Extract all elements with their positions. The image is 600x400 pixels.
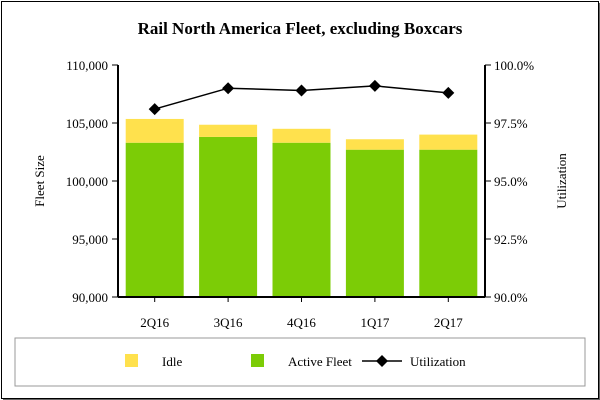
chart-title: Rail North America Fleet, excluding Boxc… bbox=[138, 19, 463, 38]
y-tick-label: 100,000 bbox=[66, 174, 108, 189]
legend-box bbox=[14, 337, 586, 387]
bar-idle-2Q17 bbox=[419, 134, 478, 150]
y2-tick-label: 95.0% bbox=[494, 174, 528, 189]
x-tick-label: 3Q16 bbox=[214, 315, 243, 330]
utilization-point-4Q16 bbox=[295, 84, 308, 97]
y-tick-label: 95,000 bbox=[72, 232, 108, 247]
x-tick-label: 1Q17 bbox=[360, 315, 389, 330]
legend-swatch-idle bbox=[125, 354, 138, 367]
y2-tick-label: 97.5% bbox=[494, 116, 528, 131]
bar-active-3Q16 bbox=[199, 136, 258, 297]
x-tick-label: 2Q17 bbox=[434, 315, 463, 330]
legend-label-idle: Idle bbox=[162, 354, 182, 369]
y-axis-label: Fleet Size bbox=[32, 155, 47, 207]
bar-idle-2Q16 bbox=[125, 118, 184, 143]
utilization-point-1Q17 bbox=[368, 79, 381, 92]
x-tick-label: 4Q16 bbox=[287, 315, 316, 330]
legend-label-utilization: Utilization bbox=[410, 354, 466, 369]
y-tick-label: 90,000 bbox=[72, 290, 108, 305]
y-tick-label: 105,000 bbox=[66, 116, 108, 131]
utilization-point-2Q17 bbox=[442, 86, 455, 99]
bar-idle-1Q17 bbox=[345, 139, 404, 150]
y-tick-label: 110,000 bbox=[66, 58, 108, 73]
y2-axis-label: Utilization bbox=[554, 153, 569, 209]
y2-tick-label: 90.0% bbox=[494, 290, 528, 305]
y2-tick-label: 92.5% bbox=[494, 232, 528, 247]
legend-label-active: Active Fleet bbox=[288, 354, 352, 369]
bar-active-1Q17 bbox=[345, 149, 404, 297]
utilization-point-2Q16 bbox=[148, 103, 161, 116]
bar-active-4Q16 bbox=[272, 142, 331, 297]
legend-marker-utilization bbox=[376, 355, 388, 367]
bar-idle-3Q16 bbox=[199, 124, 258, 137]
bar-active-2Q17 bbox=[419, 149, 478, 297]
y2-tick-label: 100.0% bbox=[494, 58, 534, 73]
x-tick-label: 2Q16 bbox=[140, 315, 169, 330]
bar-active-2Q16 bbox=[125, 142, 184, 297]
utilization-point-3Q16 bbox=[222, 82, 235, 95]
legend-swatch-active bbox=[251, 354, 264, 367]
bar-idle-4Q16 bbox=[272, 128, 331, 143]
